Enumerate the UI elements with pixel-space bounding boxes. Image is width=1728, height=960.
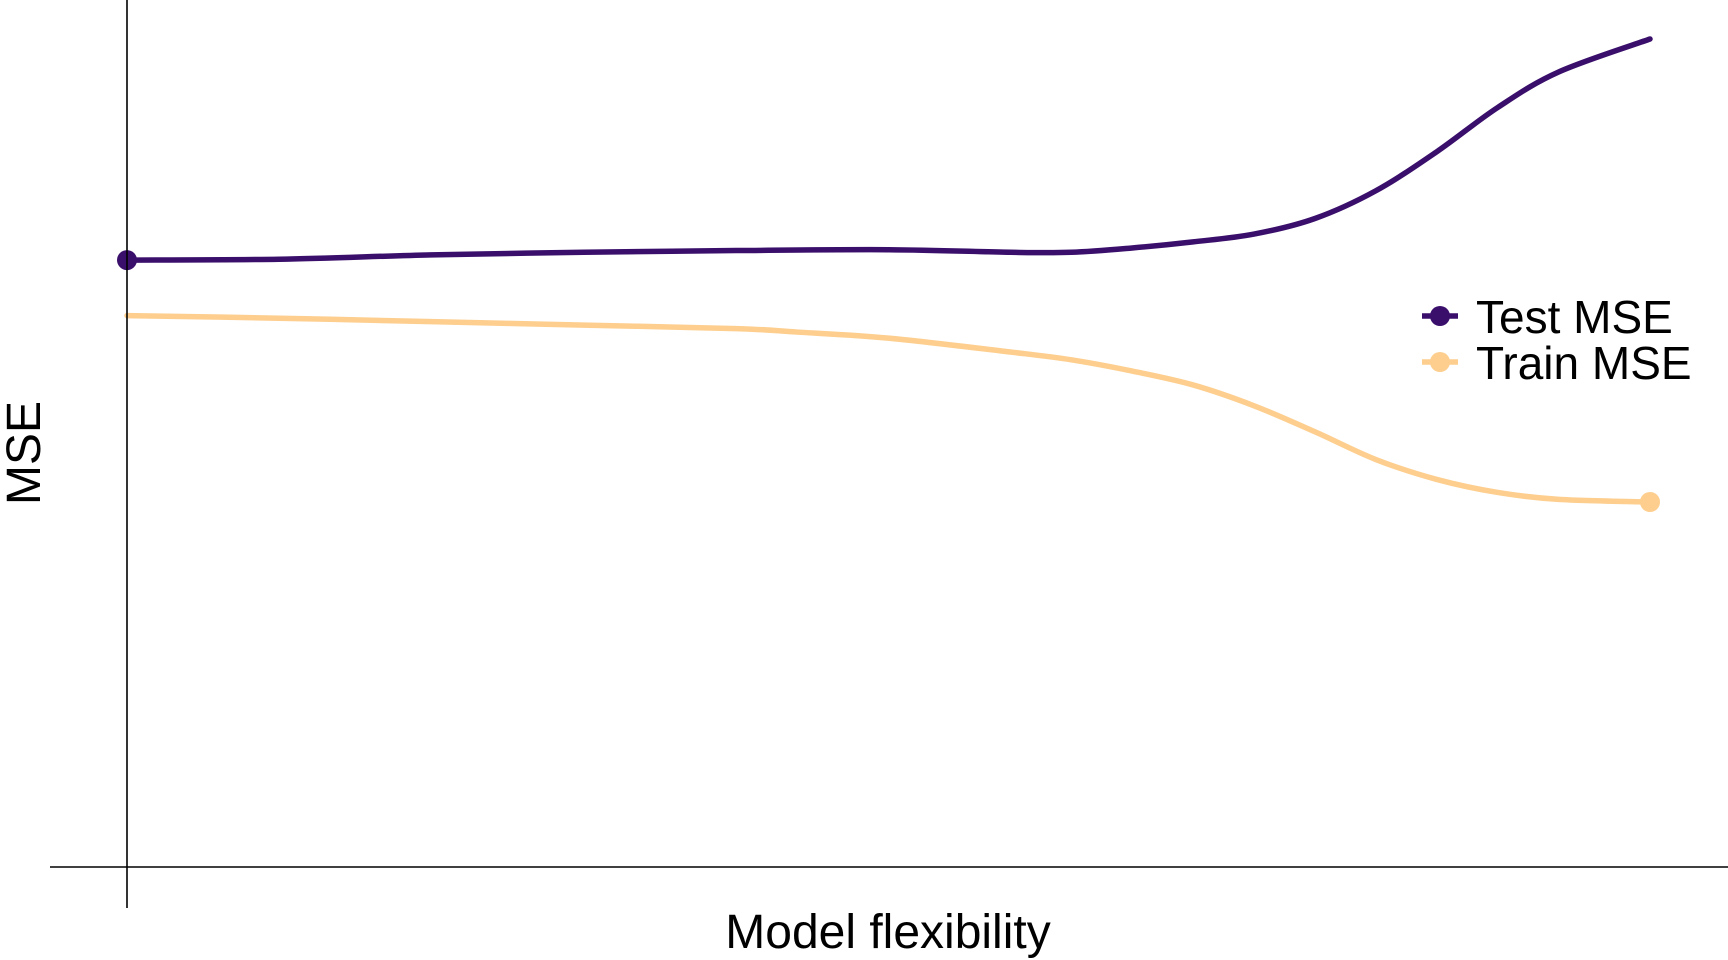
legend-label-test: Test MSE <box>1476 291 1673 343</box>
legend-label-train: Train MSE <box>1476 337 1692 389</box>
x-axis-title: Model flexibility <box>725 906 1050 959</box>
legend-item-train: Train MSE <box>1422 337 1692 389</box>
legend-swatch-train-marker <box>1430 352 1450 372</box>
train-mse-line <box>124 312 1653 505</box>
legend-swatch-test-marker <box>1430 306 1450 326</box>
train-mse-endpoint-marker <box>1640 491 1660 512</box>
legend-item-test: Test MSE <box>1422 291 1673 343</box>
y-axis-title: MSE <box>0 401 51 505</box>
test-mse-line <box>124 36 1653 263</box>
series-layer <box>117 36 1660 512</box>
legend: Test MSE Train MSE <box>1422 291 1692 389</box>
